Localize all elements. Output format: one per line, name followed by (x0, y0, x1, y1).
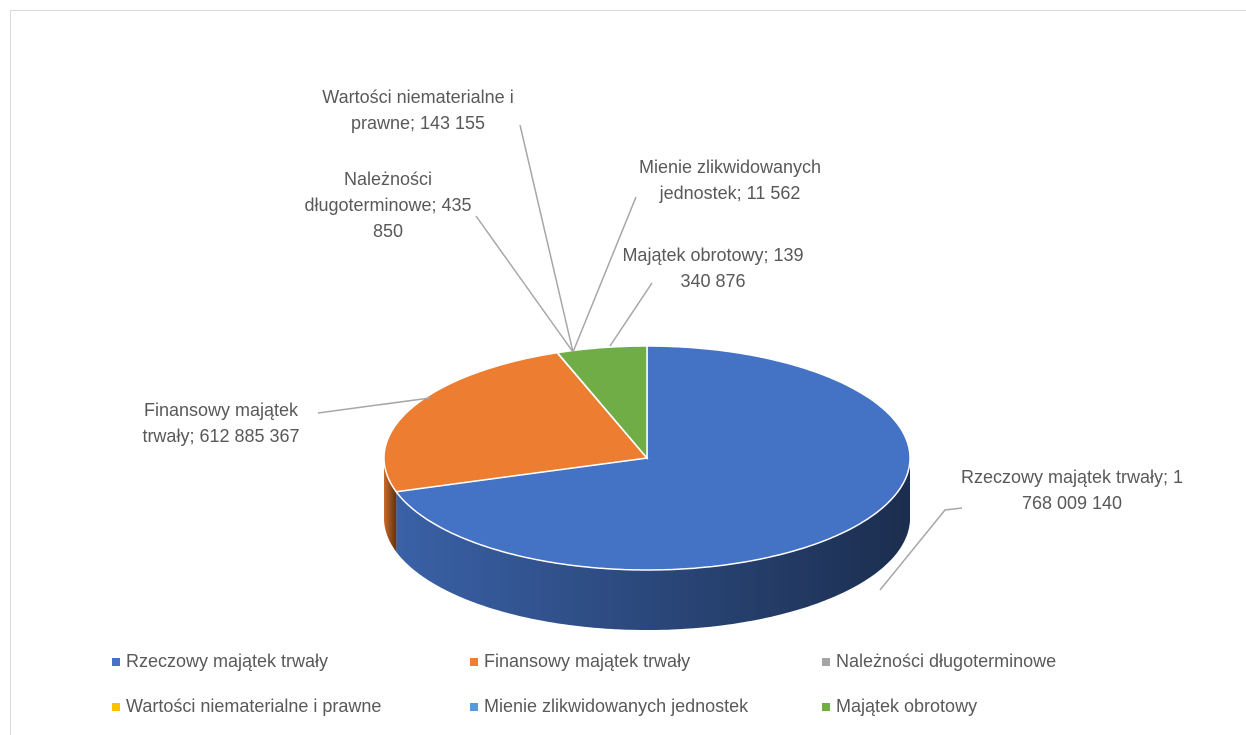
data-label: Mienie zlikwidowanych jednostek; 11 562 (638, 157, 822, 203)
legend-label: Majątek obrotowy (836, 696, 977, 716)
data-label: Wartości niematerialne i prawne; 143 155 (322, 87, 514, 133)
legend-label: Wartości niematerialne i prawne (126, 696, 381, 716)
legend-label: Należności długoterminowe (836, 651, 1056, 671)
data-label: Finansowy majątek trwały; 612 885 367 (142, 400, 300, 446)
legend-marker (112, 703, 120, 711)
data-label: Należności długoterminowe; 435 850 (304, 169, 472, 241)
legend-marker (470, 658, 478, 666)
legend-marker (470, 703, 478, 711)
leader-line (317, 397, 431, 414)
leader-line (879, 507, 963, 591)
legend-label: Rzeczowy majątek trwały (126, 651, 328, 671)
leader-line (609, 282, 653, 347)
legend-marker (822, 658, 830, 666)
legend-label: Mienie zlikwidowanych jednostek (484, 696, 749, 716)
leader-line (519, 124, 574, 353)
slice (394, 345, 911, 571)
legend-marker (822, 703, 830, 711)
slice-shade (384, 458, 397, 552)
slice (383, 351, 649, 493)
slice-shade (396, 458, 910, 630)
legend-label: Finansowy majątek trwały (484, 651, 690, 671)
slice (556, 345, 648, 461)
chart-border (10, 10, 1246, 735)
leader-line (475, 215, 574, 353)
data-label: Majątek obrotowy; 139 340 876 (622, 245, 804, 291)
leader-line (572, 196, 637, 353)
legend-marker (112, 658, 120, 666)
data-label: Rzeczowy majątek trwały; 1 768 009 140 (960, 467, 1184, 513)
